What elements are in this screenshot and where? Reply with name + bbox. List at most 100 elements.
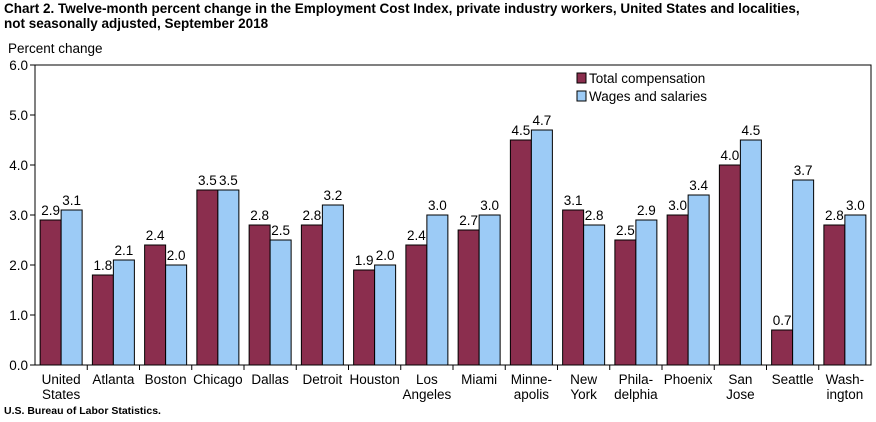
y-tick-label: 1.0 bbox=[9, 308, 28, 323]
category-label: apolis bbox=[514, 387, 550, 402]
bar-wages-and-salaries bbox=[583, 224, 606, 366]
chart-title: Chart 2. Twelve-month percent change in … bbox=[4, 1, 864, 31]
bar-total-compensation bbox=[91, 274, 114, 366]
legend-label: Wages and salaries bbox=[589, 89, 707, 104]
data-label: 2.8 bbox=[825, 208, 844, 223]
data-label: 2.5 bbox=[271, 223, 290, 238]
data-label: 2.8 bbox=[302, 208, 321, 223]
data-label: 3.5 bbox=[198, 173, 217, 188]
category-label: Phoenix bbox=[664, 372, 713, 387]
category-label: Chicago bbox=[193, 372, 243, 387]
data-label: 2.0 bbox=[167, 248, 186, 263]
category-label: Miami bbox=[461, 372, 497, 387]
data-label: 4.5 bbox=[511, 123, 530, 138]
chart-title-line-2: not seasonally adjusted, September 2018 bbox=[4, 16, 269, 31]
category-label: Angeles bbox=[402, 387, 451, 402]
data-label: 1.8 bbox=[93, 258, 112, 273]
data-label: 0.7 bbox=[773, 313, 792, 328]
data-label: 3.0 bbox=[668, 198, 687, 213]
bar-wages-and-salaries bbox=[687, 194, 710, 366]
bar-total-compensation bbox=[771, 329, 794, 366]
category-label: San bbox=[728, 372, 752, 387]
data-label: 3.7 bbox=[794, 163, 813, 178]
data-label: 4.0 bbox=[720, 148, 739, 163]
data-label: 2.7 bbox=[459, 213, 478, 228]
bar-total-compensation bbox=[196, 189, 219, 366]
bar-total-compensation bbox=[405, 244, 428, 366]
bar-total-compensation bbox=[718, 164, 741, 366]
category-label: Dallas bbox=[251, 372, 289, 387]
bar-wages-and-salaries bbox=[374, 264, 397, 366]
bar-total-compensation bbox=[300, 224, 323, 366]
y-tick-label: 6.0 bbox=[9, 58, 28, 73]
bar-total-compensation bbox=[666, 214, 689, 366]
bar-wages-and-salaries bbox=[635, 219, 658, 366]
chart-title-line-1: Chart 2. Twelve-month percent change in … bbox=[4, 1, 800, 16]
bar-total-compensation bbox=[248, 224, 271, 366]
bar-total-compensation bbox=[509, 139, 532, 366]
bar-wages-and-salaries bbox=[792, 179, 815, 366]
data-label: 1.9 bbox=[355, 253, 374, 268]
data-label: 3.0 bbox=[480, 198, 499, 213]
y-tick-label: 2.0 bbox=[9, 258, 28, 273]
bar-total-compensation bbox=[614, 239, 637, 366]
data-label: 2.0 bbox=[376, 248, 395, 263]
category-label: Wash- bbox=[826, 372, 865, 387]
category-label: Seattle bbox=[772, 372, 814, 387]
category-label: ington bbox=[826, 387, 863, 402]
data-label: 3.0 bbox=[846, 198, 865, 213]
bar-wages-and-salaries bbox=[844, 214, 867, 366]
category-label: delphia bbox=[614, 387, 658, 402]
category-label: Minne- bbox=[511, 372, 552, 387]
y-tick-label: 4.0 bbox=[9, 158, 28, 173]
bar-total-compensation bbox=[353, 269, 376, 366]
category-label: York bbox=[570, 387, 597, 402]
bar-wages-and-salaries bbox=[530, 129, 553, 366]
data-label: 2.9 bbox=[41, 203, 60, 218]
y-axis-label: Percent change bbox=[8, 41, 103, 56]
data-label: 3.1 bbox=[62, 193, 81, 208]
category-label: Boston bbox=[145, 372, 187, 387]
bar-wages-and-salaries bbox=[478, 214, 501, 366]
bar-wages-and-salaries bbox=[60, 209, 83, 366]
source-note: U.S. Bureau of Labor Statistics. bbox=[4, 405, 161, 417]
bar-total-compensation bbox=[562, 209, 585, 366]
category-label: Phila- bbox=[619, 372, 654, 387]
bar-wages-and-salaries bbox=[217, 189, 240, 366]
y-tick-label: 0.0 bbox=[9, 358, 28, 373]
legend-label: Total compensation bbox=[589, 71, 705, 86]
category-label: Houston bbox=[349, 372, 399, 387]
bar-wages-and-salaries bbox=[269, 239, 292, 366]
bar-total-compensation bbox=[39, 219, 62, 366]
data-label: 2.5 bbox=[616, 223, 635, 238]
legend-swatch bbox=[576, 72, 587, 84]
category-label: United bbox=[42, 372, 81, 387]
category-label: States bbox=[42, 387, 81, 402]
data-label: 3.2 bbox=[323, 188, 342, 203]
data-label: 3.5 bbox=[219, 173, 238, 188]
category-label: Atlanta bbox=[92, 372, 135, 387]
legend-swatch bbox=[576, 90, 587, 102]
data-label: 2.9 bbox=[637, 203, 656, 218]
bar-wages-and-salaries bbox=[739, 139, 762, 366]
category-label: Detroit bbox=[302, 372, 342, 387]
data-label: 4.7 bbox=[532, 113, 551, 128]
category-label: Los bbox=[416, 372, 438, 387]
data-label: 2.4 bbox=[407, 228, 426, 243]
bar-wages-and-salaries bbox=[426, 214, 449, 366]
data-label: 4.5 bbox=[741, 123, 760, 138]
y-tick-label: 5.0 bbox=[9, 108, 28, 123]
data-label: 2.8 bbox=[585, 208, 604, 223]
category-label: New bbox=[570, 372, 597, 387]
data-label: 3.1 bbox=[564, 193, 583, 208]
data-label: 3.0 bbox=[428, 198, 447, 213]
bar-total-compensation bbox=[457, 229, 480, 366]
data-label: 3.4 bbox=[689, 178, 708, 193]
data-label: 2.4 bbox=[146, 228, 165, 243]
bar-total-compensation bbox=[823, 224, 846, 366]
data-label: 2.8 bbox=[250, 208, 269, 223]
bar-wages-and-salaries bbox=[321, 204, 344, 366]
bar-wages-and-salaries bbox=[165, 264, 188, 366]
y-tick-label: 3.0 bbox=[9, 208, 28, 223]
